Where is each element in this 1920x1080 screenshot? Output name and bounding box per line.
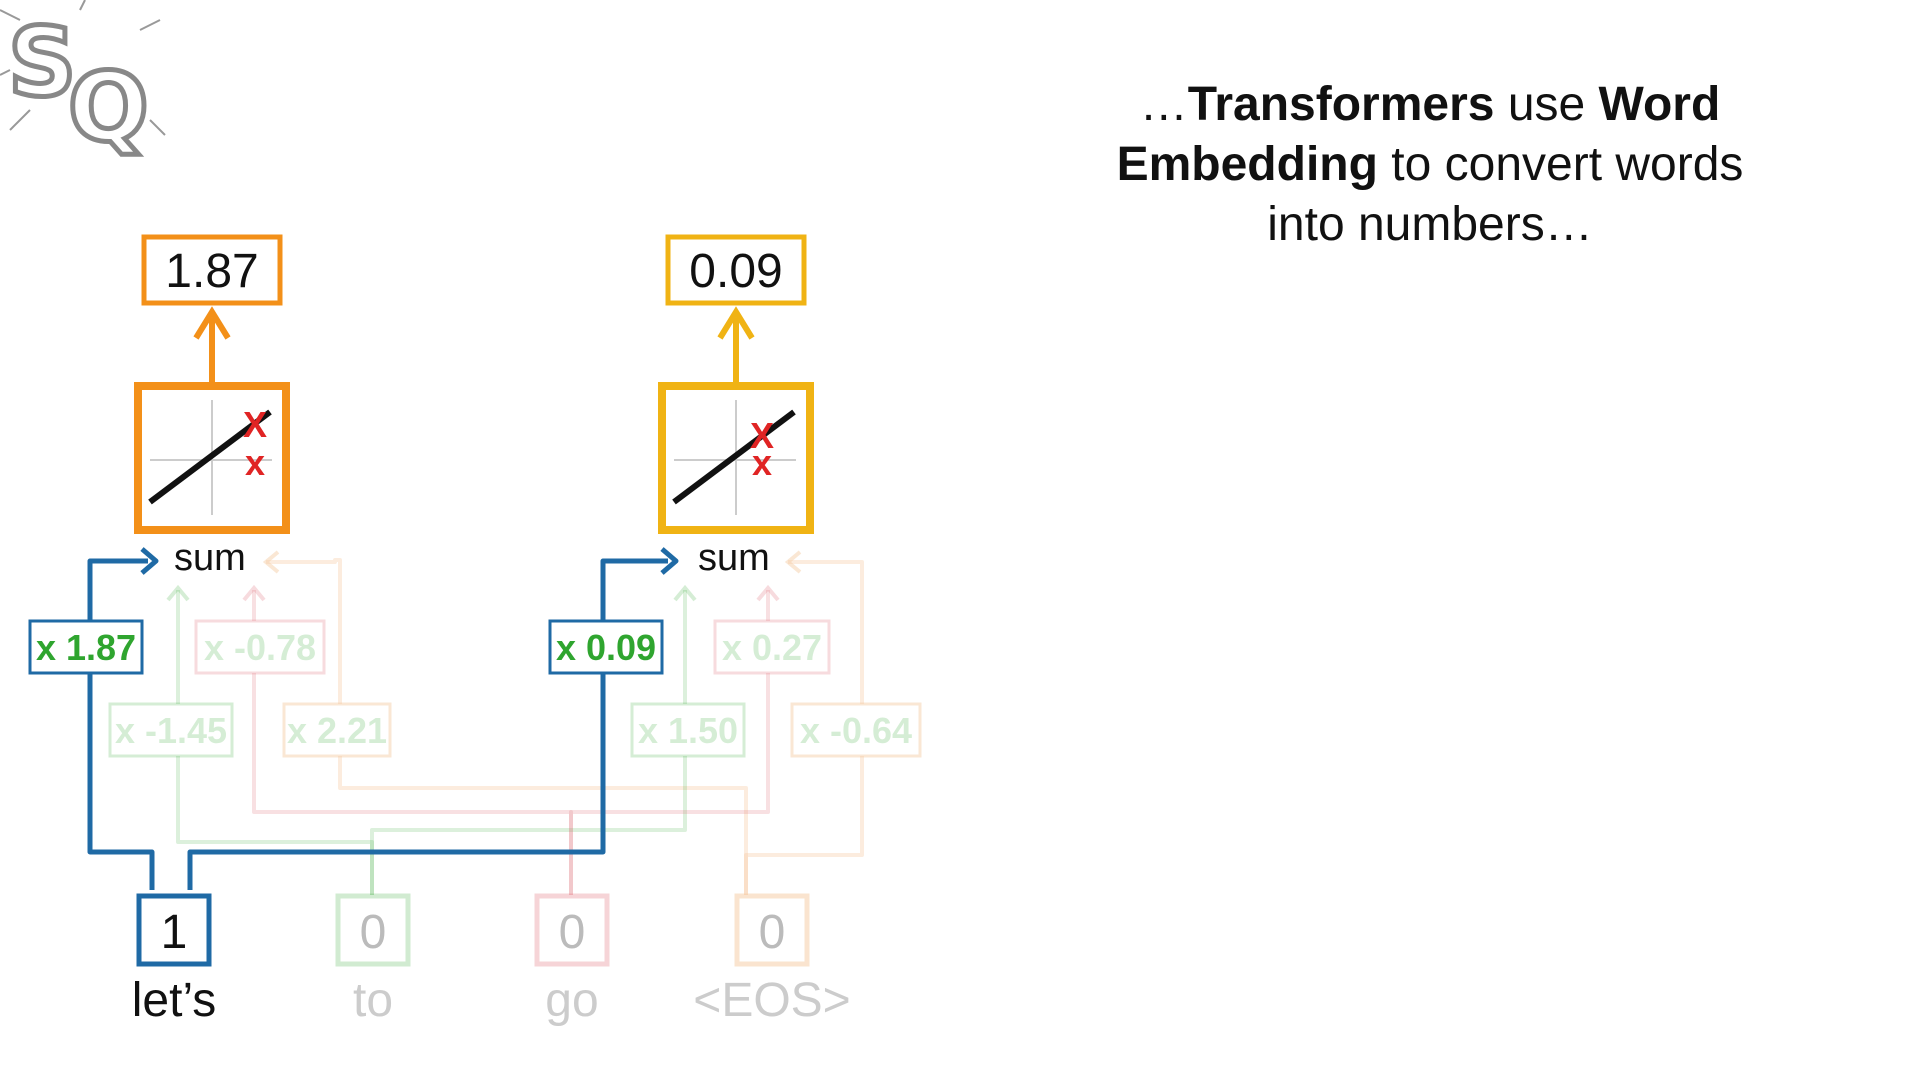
node1-weight-to: x -1.45 <box>115 710 227 751</box>
node1-weight-eos: x 2.21 <box>287 710 387 751</box>
svg-text:S: S <box>8 8 76 118</box>
svg-text:x: x <box>245 442 265 483</box>
svg-text:x: x <box>752 442 772 483</box>
node2-sum-label: sum <box>698 537 770 579</box>
node2-weight-go: x 0.27 <box>722 627 822 668</box>
identity-activation-graph-icon: X x <box>134 382 290 534</box>
identity-activation-graph-icon: X x <box>658 382 814 534</box>
node2-output-value: 0.09 <box>689 245 782 298</box>
node2-output-box <box>665 234 807 306</box>
input-eos-box <box>734 893 810 967</box>
edge-lets-node1 <box>87 558 155 890</box>
caption-text-use: use <box>1494 78 1599 131</box>
node1-weight-lets-box <box>28 619 144 675</box>
input-eos-word: <EOS> <box>693 974 850 1027</box>
caption-prefix: … <box>1139 78 1188 131</box>
node1-sum-label: sum <box>174 537 246 579</box>
input-eos-value: 0 <box>759 906 786 959</box>
node1-output-box <box>141 234 283 306</box>
input-go-box <box>534 893 610 967</box>
caption-bold-transformers: Transformers <box>1187 78 1495 131</box>
node2: 0.09 X x sum x 0.09 x 1.50 x 0.27 x -0.6… <box>548 234 922 758</box>
caption-text-rest: to convert words into numbers… <box>1267 138 1744 251</box>
node2-weight-eos: x -0.64 <box>800 710 912 751</box>
input-lets-value: 1 <box>161 906 188 959</box>
input-to-word: to <box>353 974 393 1027</box>
input-lets: 1 let’s <box>132 893 217 1027</box>
node1-output-arrow <box>193 306 231 383</box>
node1-output-value: 1.87 <box>165 245 258 298</box>
input-go-value: 0 <box>559 906 586 959</box>
edge-eos-node2 <box>744 560 864 895</box>
statquest-logo-icon: S Q <box>0 0 166 160</box>
input-go: 0 go <box>534 893 610 1027</box>
svg-text:X: X <box>750 415 774 456</box>
edge-eos-node1 <box>266 558 748 895</box>
node2-weight-lets: x 0.09 <box>556 627 656 668</box>
svg-text:X: X <box>243 404 267 445</box>
input-lets-box <box>136 893 212 967</box>
edge-lets-node2 <box>187 558 668 890</box>
input-to-value: 0 <box>360 906 387 959</box>
node2-weight-lets-box <box>548 619 664 675</box>
node2-output-arrow <box>717 306 755 383</box>
input-go-word: go <box>545 974 598 1027</box>
svg-text:Q: Q <box>68 53 149 160</box>
input-to: 0 to <box>335 893 411 1027</box>
node2-weight-to: x 1.50 <box>638 710 738 751</box>
input-to-box <box>335 893 411 967</box>
node1-weight-go: x -0.78 <box>204 627 316 668</box>
node1: 1.87 X x sum x 1.87 x -1.45 x -0.78 x 2.… <box>28 234 392 758</box>
caption-bold-word-embedding: Word Embedding <box>1116 78 1721 191</box>
node1-weight-lets: x 1.87 <box>36 627 136 668</box>
input-eos: 0 <EOS> <box>693 893 851 1027</box>
input-lets-word: let’s <box>132 974 217 1027</box>
caption: …Transformers use Word Embedding to conv… <box>1080 75 1780 255</box>
